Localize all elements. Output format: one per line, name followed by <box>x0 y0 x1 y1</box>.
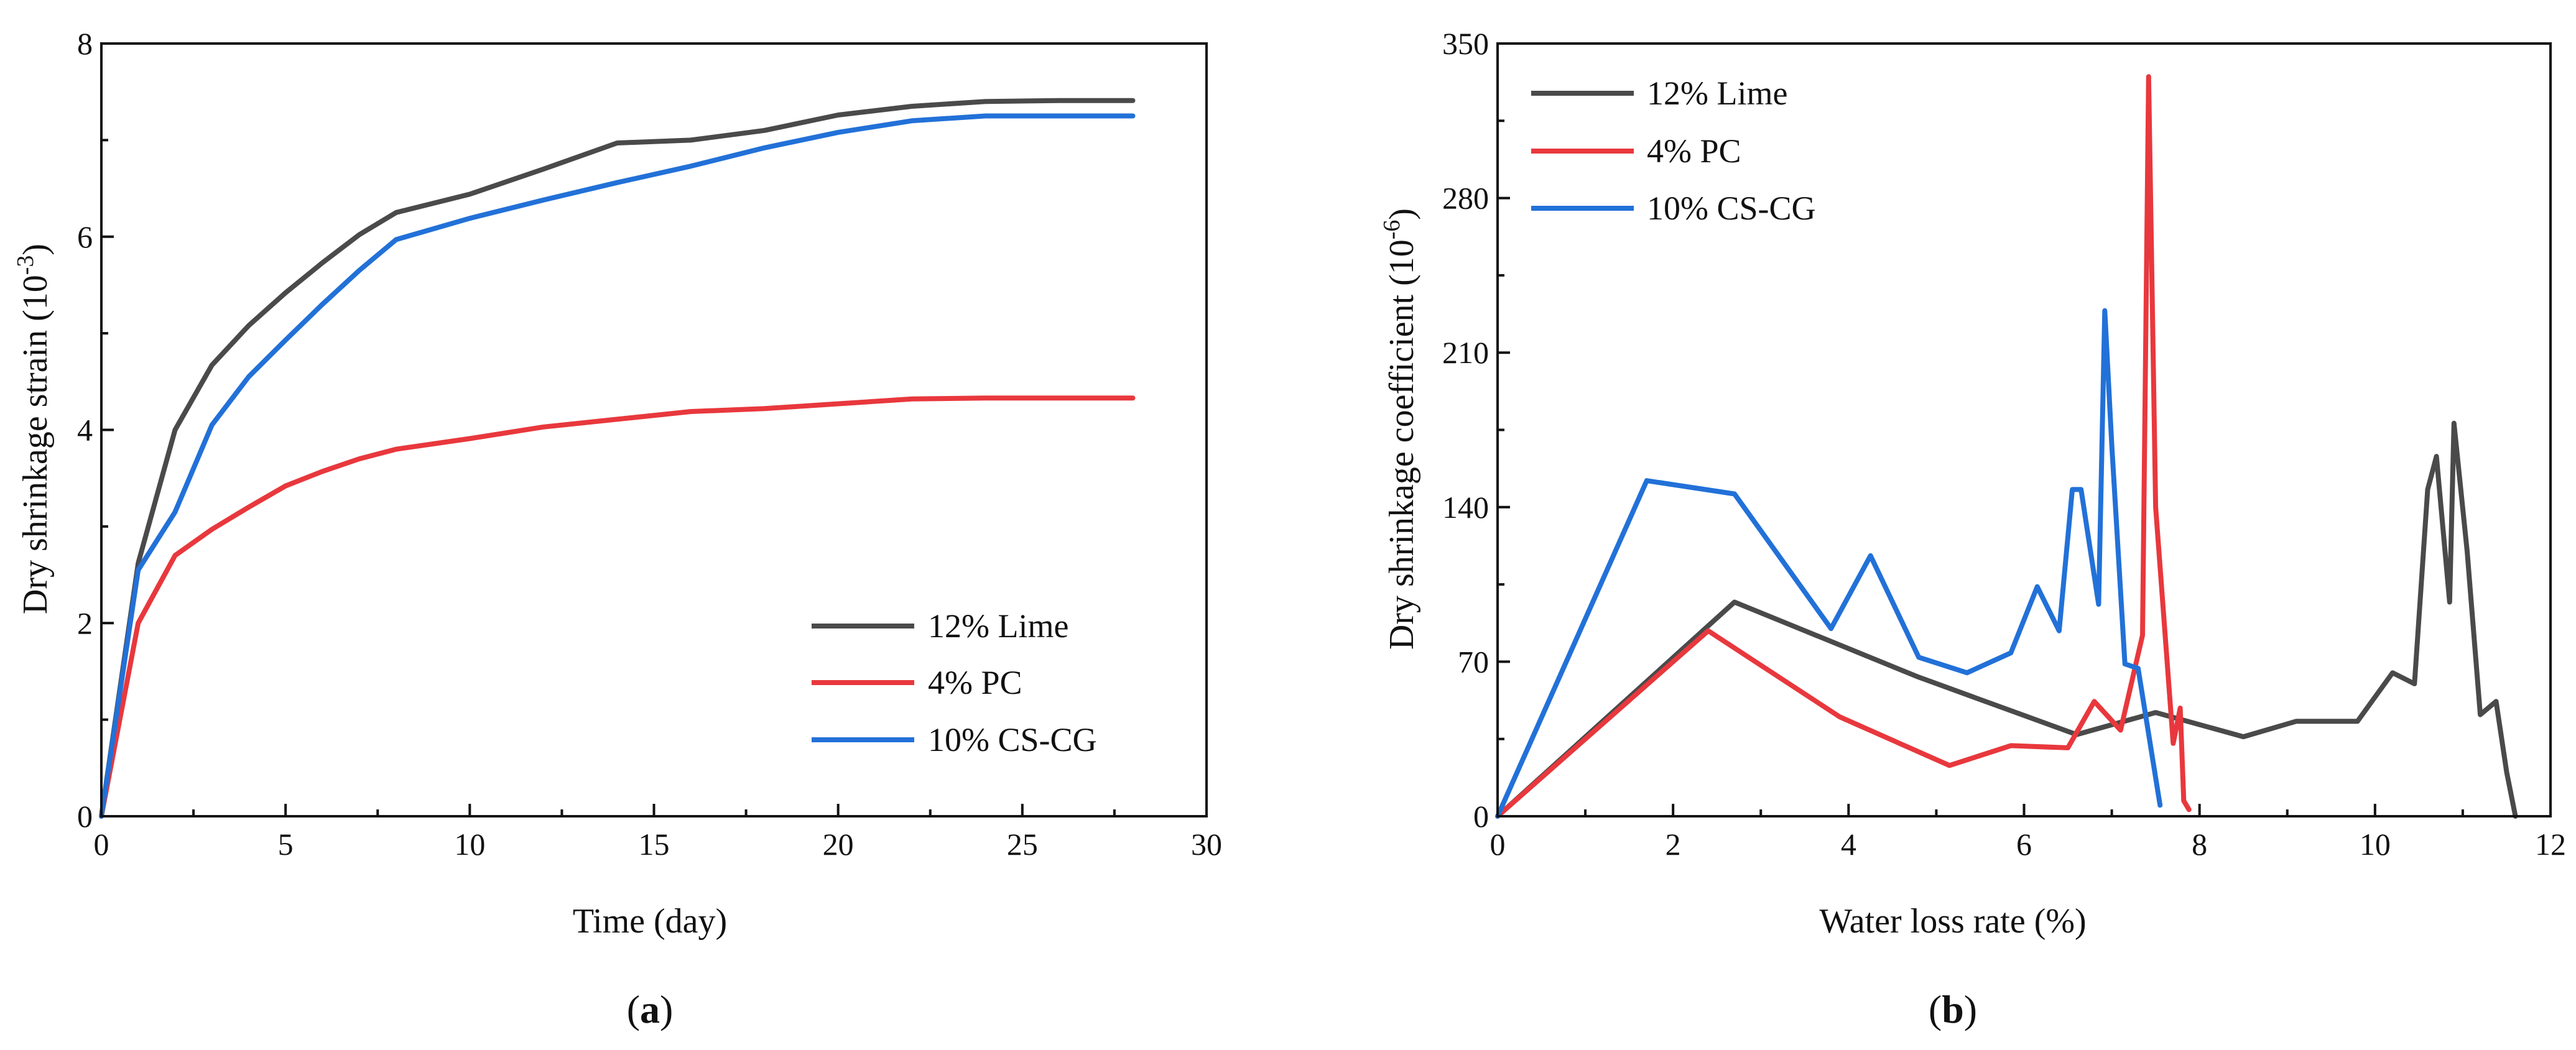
x-tick-label-b-5: 10 <box>2360 827 2391 862</box>
y-axis-label-b: Dry shrinkage coefficient (10-6) <box>1379 208 1421 650</box>
panel-caption-b: (b) <box>1929 987 1977 1031</box>
x-tick-label-a-0: 0 <box>94 827 109 862</box>
x-tick-label-b-0: 0 <box>1490 827 1506 862</box>
y-tick-label-b-1: 70 <box>1458 644 1489 679</box>
x-tick-label-b-4: 8 <box>2192 827 2207 862</box>
panel-caption-a: (a) <box>627 987 674 1031</box>
y-tick-label-b-3: 210 <box>1442 335 1489 370</box>
x-tick-label-a-4: 20 <box>823 827 854 862</box>
y-tick-label-a-3: 6 <box>77 219 93 254</box>
legend-label-b-12-lime: 12% Lime <box>1647 75 1787 112</box>
x-tick-label-a-3: 15 <box>639 827 670 862</box>
y-tick-label-a-4: 8 <box>77 26 93 61</box>
x-tick-label-b-3: 6 <box>2016 827 2032 862</box>
legend-label-b-4-pc: 4% PC <box>1647 132 1741 170</box>
x-tick-label-a-5: 25 <box>1007 827 1038 862</box>
plot-frame-a <box>100 42 1208 817</box>
series-line-a-12-lime <box>99 98 1136 819</box>
legend-label-a-12-lime: 12% Lime <box>928 607 1068 645</box>
legend-b: 12% Lime 4% PC 10% CS-CG <box>1531 75 1816 227</box>
plot-area-a <box>99 98 1136 819</box>
y-tick-label-b-0: 0 <box>1473 799 1489 834</box>
x-tick-label-b-6: 12 <box>2535 827 2566 862</box>
x-tick-label-a-6: 30 <box>1191 827 1222 862</box>
y-tick-label-b-2: 140 <box>1442 490 1489 525</box>
series-line-a-4-pc <box>99 395 1136 819</box>
y-axis-label-a: Dry shrinkage strain (10-3) <box>12 244 55 614</box>
legend-label-b-10-cs-cg: 10% CS-CG <box>1647 190 1816 227</box>
x-tick-label-a-2: 10 <box>454 827 485 862</box>
series-line-b-4-pc <box>1495 74 2192 819</box>
x-axis-label-b: Water loss rate (%) <box>1819 902 2086 941</box>
y-tick-label-a-1: 2 <box>77 606 93 640</box>
series-line-b-10-cs-cg <box>1495 308 2163 819</box>
y-tick-label-a-2: 4 <box>77 413 93 448</box>
chart-panel-a: 0 5 10 15 20 25 30 0 2 4 6 8 12% Lime 4% PC 10% CS-… <box>12 26 1222 1031</box>
x-tick-label-a-1: 5 <box>278 827 294 862</box>
legend-label-a-10-cs-cg: 10% CS-CG <box>928 721 1097 758</box>
ticks-a: 0 5 10 15 20 25 30 0 2 4 6 8 <box>77 26 1222 862</box>
y-tick-label-a-0: 0 <box>77 799 93 834</box>
plot-area-b <box>1495 74 2518 819</box>
x-axis-label-a: Time (day) <box>573 902 727 941</box>
x-tick-label-b-2: 4 <box>1841 827 1856 862</box>
y-tick-label-b-4: 280 <box>1442 181 1489 216</box>
legend-a: 12% Lime 4% PC 10% CS-CG <box>812 607 1097 758</box>
legend-label-a-4-pc: 4% PC <box>928 664 1022 701</box>
ticks-b: 0 2 4 6 8 10 12 0 70 140 210 280 350 <box>1442 26 2566 862</box>
series-line-a-10-cs-cg <box>99 113 1136 819</box>
x-tick-label-b-1: 2 <box>1666 827 1681 862</box>
chart-panel-b: 0 2 4 6 8 10 12 0 70 140 210 280 350 12% Lime 4% PC … <box>1379 26 2566 1031</box>
y-tick-label-b-5: 350 <box>1442 26 1489 61</box>
